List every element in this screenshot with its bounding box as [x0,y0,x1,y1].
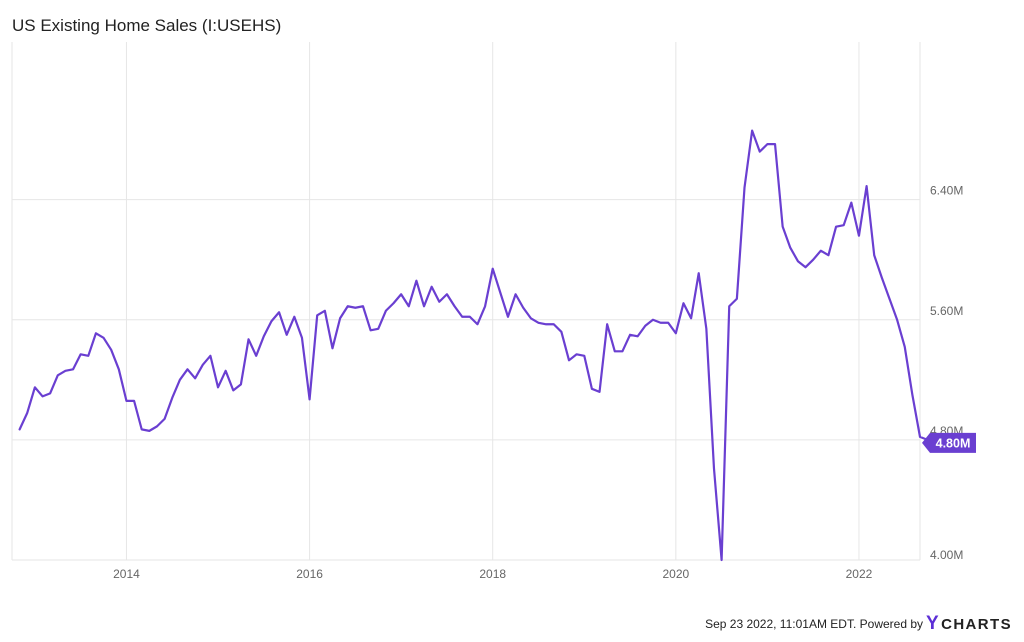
x-tick-label: 2016 [296,567,323,581]
x-tick-label: 2018 [479,567,506,581]
grid-layer [11,42,921,561]
y-tick-label: 5.60M [930,304,963,318]
last-value-badge [922,432,976,453]
ycharts-logo[interactable]: Y CHARTS [926,613,1012,635]
x-tick-label: 2020 [662,567,689,581]
footer-timestamp: Sep 23 2022, 11:01AM EDT. [705,617,857,631]
last-value-badge-group: 4.80M [922,432,976,453]
line-layer [18,129,937,562]
y-tick-label: 6.40M [930,184,963,198]
ycharts-logo-initial: Y [926,613,941,634]
x-tick-label: 2014 [113,567,140,581]
ycharts-logo-text: CHARTS [941,615,1012,633]
chart-title: US Existing Home Sales (I:USEHS) [12,16,282,35]
footer-powered-by: Powered by [859,617,924,631]
y-tick-label: 4.00M [930,548,963,562]
footer: Sep 23 2022, 11:01AM EDT. Powered by Y CH… [705,613,1012,635]
x-axis-labels: 2014 2016 2018 2020 2022 [113,567,873,581]
x-tick-label: 2022 [846,567,873,581]
series-line [18,129,937,562]
last-value-label: 4.80M [936,436,971,450]
